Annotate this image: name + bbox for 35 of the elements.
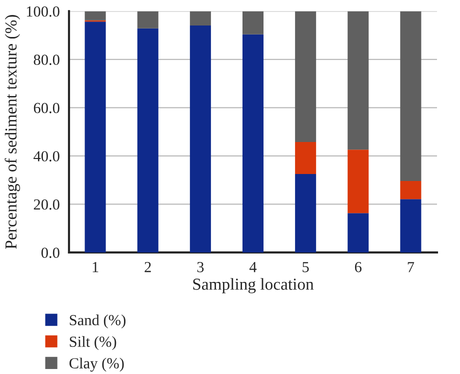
bar	[295, 11, 316, 142]
x-tick-label: 4	[249, 262, 257, 272]
y-tick-label: 0.0	[41, 248, 60, 258]
bar	[400, 11, 422, 182]
bar	[190, 25, 211, 252]
bar	[400, 181, 422, 200]
x-tick-label: 6	[354, 262, 362, 272]
y-tick-label: 80.0	[34, 54, 60, 65]
y-axis-title: Percentage of sediment texture (%)	[4, 15, 20, 249]
y-tick-label: 20.0	[34, 199, 60, 210]
bar	[348, 150, 369, 214]
legend-label: Sand (%)	[70, 314, 126, 328]
bar	[84, 22, 106, 252]
bar	[84, 11, 106, 20]
bar	[242, 11, 264, 34]
x-tick-label: 3	[197, 262, 204, 272]
x-axis-title: Sampling location	[193, 278, 314, 294]
x-tick-label: 1	[92, 262, 98, 272]
bar	[295, 142, 316, 174]
legend-label: Clay (%)	[69, 358, 124, 372]
x-tick-label: 7	[408, 262, 414, 272]
y-tick-label: 60.0	[34, 102, 60, 114]
y-tick-label: 40.0	[34, 151, 60, 162]
legend-label: Silt (%)	[70, 336, 116, 350]
bar	[295, 174, 316, 252]
bar	[242, 34, 264, 252]
y-tick-label: 100.0	[26, 6, 60, 17]
bar	[190, 11, 211, 26]
bar	[137, 28, 158, 252]
bar	[400, 199, 422, 252]
x-tick-label: 5	[302, 262, 309, 272]
x-tick-label: 2	[144, 262, 151, 272]
bar	[137, 11, 158, 28]
bar	[348, 213, 369, 252]
bar	[348, 11, 369, 150]
